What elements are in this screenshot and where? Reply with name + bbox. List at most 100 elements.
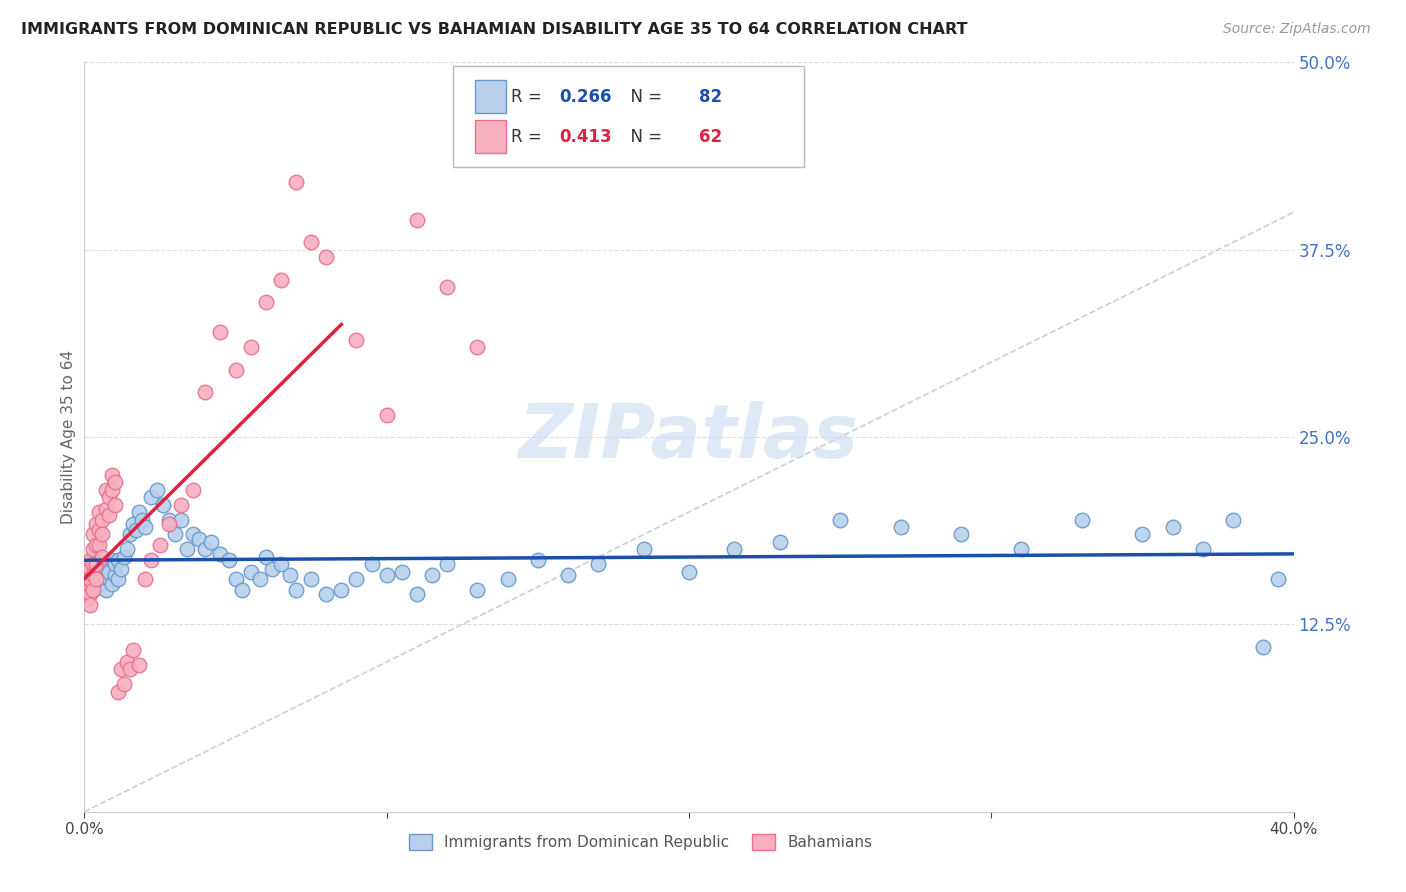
Point bbox=[76, 591, 98, 606]
Point bbox=[225, 362, 247, 376]
Point bbox=[76, 565, 98, 579]
Point bbox=[170, 498, 193, 512]
Point bbox=[527, 553, 550, 567]
Text: N =: N = bbox=[620, 88, 668, 106]
Point bbox=[115, 655, 138, 669]
Point bbox=[278, 568, 301, 582]
Point bbox=[315, 587, 337, 601]
Point bbox=[82, 582, 104, 597]
Point bbox=[76, 568, 98, 582]
Point bbox=[467, 582, 489, 597]
Point bbox=[360, 558, 382, 572]
Point bbox=[769, 535, 792, 549]
Point bbox=[146, 483, 169, 497]
Point bbox=[89, 562, 111, 576]
Point bbox=[79, 553, 101, 567]
Point bbox=[86, 538, 108, 552]
Point bbox=[391, 565, 413, 579]
Point bbox=[330, 582, 353, 597]
Point bbox=[86, 558, 108, 572]
Point bbox=[1130, 527, 1153, 541]
Point bbox=[97, 508, 120, 522]
FancyBboxPatch shape bbox=[475, 80, 506, 113]
Point bbox=[89, 523, 111, 537]
FancyBboxPatch shape bbox=[475, 120, 506, 153]
Point bbox=[139, 490, 162, 504]
Point bbox=[121, 643, 143, 657]
Point bbox=[118, 662, 141, 676]
Point bbox=[375, 408, 398, 422]
Point bbox=[107, 685, 129, 699]
Point bbox=[188, 532, 211, 546]
Point bbox=[420, 568, 443, 582]
Point bbox=[76, 558, 98, 572]
Point bbox=[128, 505, 150, 519]
Point bbox=[209, 547, 232, 561]
Text: N =: N = bbox=[620, 128, 668, 145]
Point bbox=[89, 538, 111, 552]
Point bbox=[110, 662, 132, 676]
Point bbox=[270, 558, 292, 572]
Point bbox=[588, 558, 610, 572]
Point bbox=[1192, 542, 1215, 557]
Point bbox=[82, 582, 104, 597]
Point bbox=[225, 573, 247, 587]
Point bbox=[723, 542, 745, 557]
Text: 0.413: 0.413 bbox=[560, 128, 612, 145]
Point bbox=[254, 295, 277, 310]
Point bbox=[467, 340, 489, 354]
Point bbox=[97, 565, 120, 579]
Point bbox=[1253, 640, 1275, 654]
Text: R =: R = bbox=[512, 88, 547, 106]
Text: 62: 62 bbox=[699, 128, 721, 145]
Point bbox=[115, 542, 138, 557]
Point bbox=[97, 490, 120, 504]
Text: 82: 82 bbox=[699, 88, 721, 106]
Point bbox=[76, 573, 98, 587]
Point bbox=[100, 553, 122, 567]
Point bbox=[82, 553, 104, 567]
Point bbox=[94, 562, 117, 576]
Point bbox=[128, 657, 150, 672]
Point bbox=[79, 562, 101, 576]
Point bbox=[239, 565, 262, 579]
Point bbox=[125, 523, 148, 537]
Point bbox=[97, 573, 120, 587]
Point bbox=[89, 577, 111, 591]
Text: ZIPatlas: ZIPatlas bbox=[519, 401, 859, 474]
Point bbox=[86, 568, 108, 582]
Point bbox=[270, 273, 292, 287]
Point bbox=[100, 467, 122, 482]
Point bbox=[346, 333, 368, 347]
Point bbox=[107, 573, 129, 587]
Point bbox=[157, 512, 180, 526]
Point bbox=[633, 542, 655, 557]
Point bbox=[1267, 573, 1289, 587]
Point bbox=[436, 280, 458, 294]
Point bbox=[1071, 512, 1094, 526]
Point bbox=[496, 573, 519, 587]
Point bbox=[86, 558, 108, 572]
Point bbox=[254, 549, 277, 564]
Point bbox=[76, 582, 98, 597]
Text: Source: ZipAtlas.com: Source: ZipAtlas.com bbox=[1223, 22, 1371, 37]
Point bbox=[346, 573, 368, 587]
Point bbox=[134, 520, 156, 534]
Point bbox=[82, 527, 104, 541]
Point bbox=[285, 175, 308, 189]
Point bbox=[139, 553, 162, 567]
Point bbox=[91, 568, 114, 582]
Point bbox=[104, 558, 127, 572]
Y-axis label: Disability Age 35 to 64: Disability Age 35 to 64 bbox=[60, 350, 76, 524]
Point bbox=[134, 573, 156, 587]
Point bbox=[299, 235, 322, 250]
Point bbox=[104, 568, 127, 582]
Point bbox=[91, 573, 114, 587]
Point bbox=[91, 512, 114, 526]
Point bbox=[100, 577, 122, 591]
Point bbox=[82, 542, 104, 557]
Point bbox=[86, 573, 108, 587]
Point bbox=[94, 483, 117, 497]
Point bbox=[79, 598, 101, 612]
Point bbox=[406, 587, 429, 601]
